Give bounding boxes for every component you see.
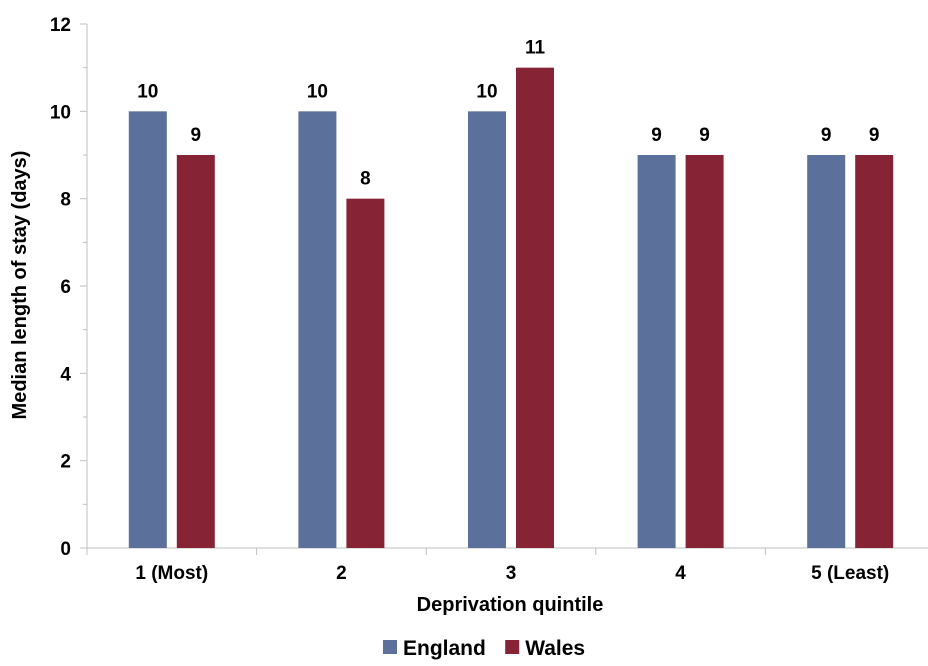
data-labels: 10 9 10 8 10 11 9 9 9 9	[137, 38, 879, 190]
data-label: 9	[651, 125, 662, 146]
y-tick-label: 0	[60, 539, 71, 560]
x-tick-label: 1 (Most)	[135, 563, 208, 584]
legend-swatch-england	[383, 640, 397, 654]
y-tick-label: 2	[60, 452, 71, 473]
bar-wales	[346, 198, 385, 548]
x-axis: 1 (Most) 2 3 4 5 (Least)	[86, 547, 928, 584]
y-axis: 0 2 4 6 8 10 12	[50, 15, 88, 560]
data-label: 9	[821, 125, 832, 146]
data-label: 9	[699, 125, 710, 146]
y-tick-label: 4	[60, 364, 71, 385]
bar-wales	[516, 67, 554, 549]
data-label: 10	[307, 81, 328, 102]
legend-swatch-wales	[505, 640, 520, 654]
bar-wales	[685, 155, 724, 548]
bar-england	[128, 111, 167, 548]
y-tick-label: 8	[60, 190, 71, 211]
x-axis-title: Deprivation quintile	[417, 594, 604, 616]
data-label: 11	[525, 38, 546, 59]
data-label: 10	[476, 81, 497, 102]
legend: England Wales	[383, 637, 585, 660]
data-label: 8	[360, 169, 371, 190]
data-label: 9	[191, 125, 202, 146]
data-label: 9	[869, 125, 880, 146]
x-tick-label: 5 (Least)	[811, 563, 889, 584]
y-tick-label: 6	[60, 277, 71, 298]
y-axis-title: Median length of stay (days)	[9, 151, 31, 420]
data-label: 10	[137, 81, 158, 102]
x-tick-label: 2	[336, 563, 347, 584]
legend-label-wales: Wales	[525, 637, 585, 660]
bar-england	[637, 155, 676, 548]
y-tick-label: 12	[50, 15, 71, 36]
bar-england	[298, 111, 337, 548]
bar-england	[468, 111, 506, 548]
y-tick-label: 10	[50, 102, 71, 123]
bar-wales	[855, 155, 894, 548]
x-tick-label: 3	[506, 563, 517, 584]
bars	[128, 67, 894, 549]
bar-england	[807, 155, 846, 548]
x-tick-label: 4	[675, 563, 686, 584]
bar-wales	[176, 155, 215, 548]
legend-label-england: England	[403, 637, 486, 660]
